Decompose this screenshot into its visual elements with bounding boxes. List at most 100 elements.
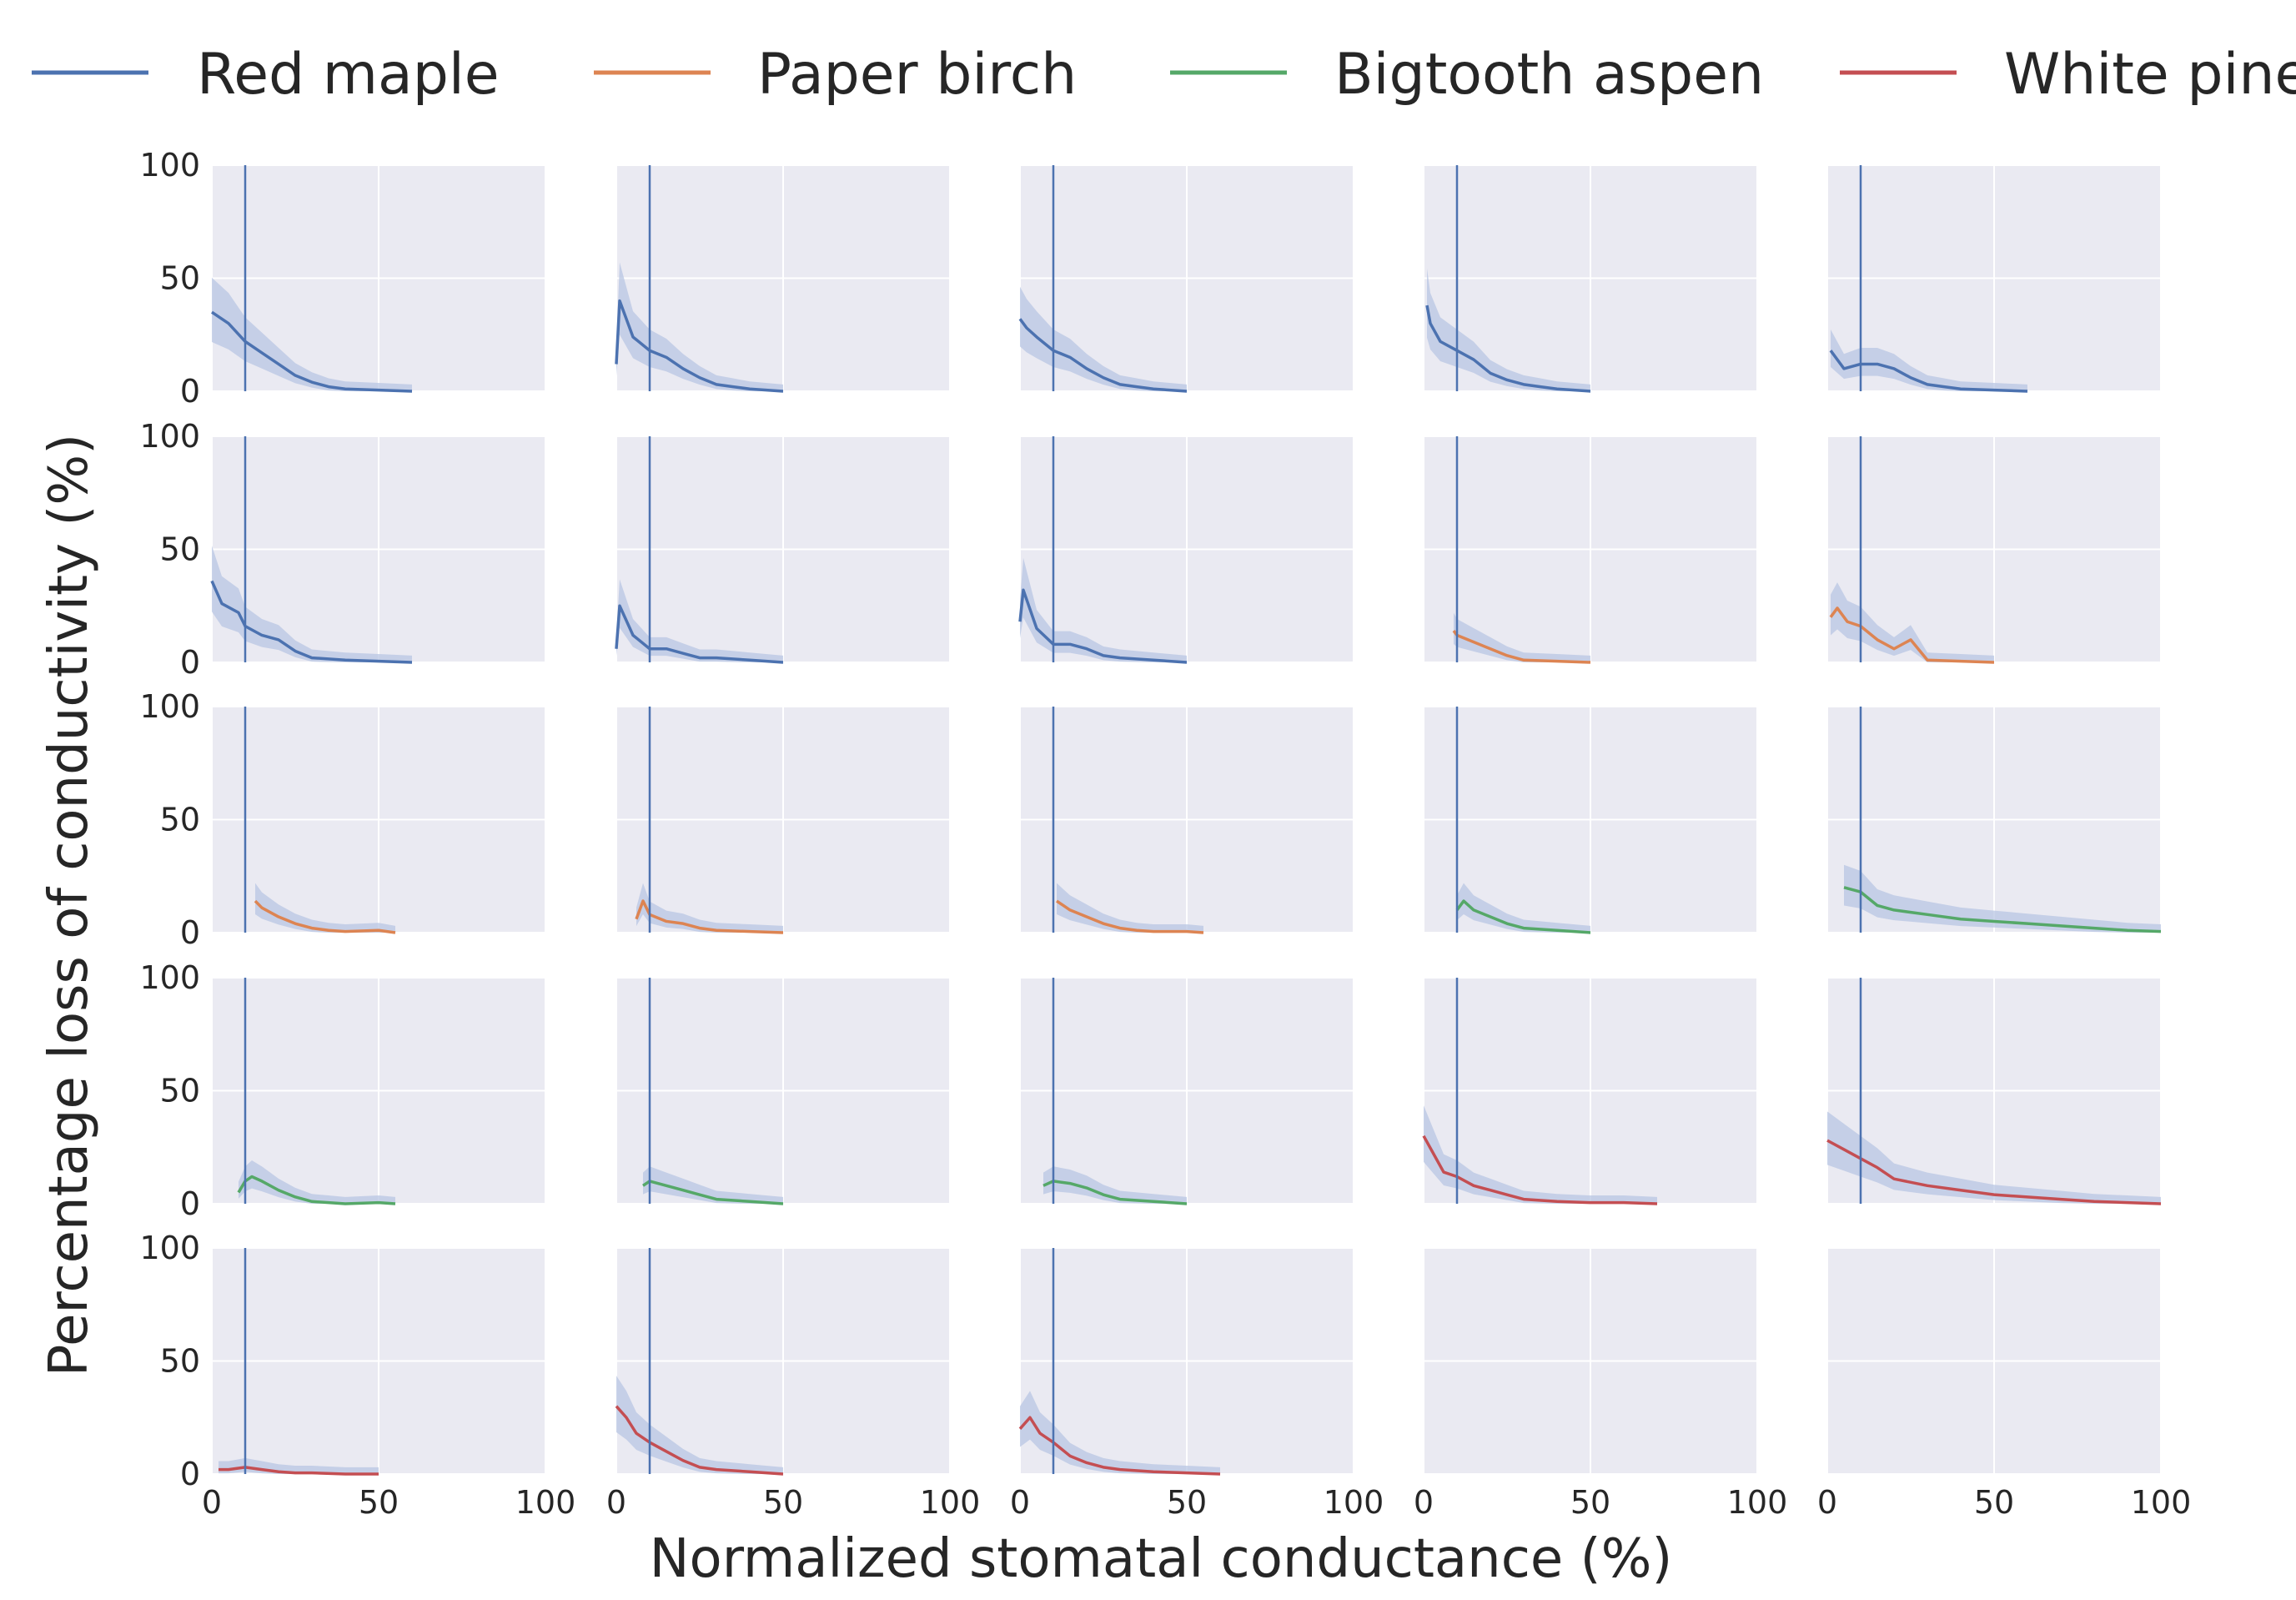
x-tick-label-0: 0 — [1817, 1484, 1837, 1521]
legend-label-3: White pine — [2004, 42, 2296, 108]
uncertainty-band — [1043, 1166, 1187, 1204]
uncertainty-band — [1457, 883, 1590, 933]
uncertainty-band — [643, 1166, 783, 1204]
panel-2-5 — [1826, 435, 2162, 664]
panel-3-2 — [615, 706, 951, 934]
panel-4-3 — [1019, 977, 1354, 1205]
series-line — [615, 604, 784, 664]
panel-4-1: 0 50 100 — [139, 959, 546, 1222]
series-line — [254, 899, 396, 934]
x-tick-label-0: 0 — [1010, 1484, 1030, 1521]
x-tick-label-2: 100 — [515, 1484, 576, 1521]
y-tick-label-1: 50 — [160, 1343, 200, 1380]
series-line — [1425, 304, 1591, 393]
series-line — [1829, 606, 1995, 664]
x-tick-label-2: 100 — [1324, 1484, 1384, 1521]
panel-1-1: 0 50 100 — [139, 147, 546, 410]
x-tick-label-1: 50 — [359, 1484, 399, 1521]
uncertainty-band — [616, 1376, 783, 1474]
x-tick-label-0: 0 — [1414, 1484, 1434, 1521]
y-tick-label-1: 50 — [160, 260, 200, 297]
series-line — [642, 1180, 784, 1205]
panel-2-1: 0 50 100 — [139, 418, 546, 681]
y-tick-label-1: 50 — [160, 531, 200, 568]
y-tick-label-1: 50 — [160, 1073, 200, 1109]
x-tick-label-1: 50 — [1570, 1484, 1610, 1521]
panel-5-1: 0 50 100 0 50 100 — [139, 1230, 575, 1521]
uncertainty-band — [1844, 864, 2161, 933]
y-tick-label-2: 100 — [139, 418, 200, 455]
series-line — [1042, 1180, 1188, 1205]
panel-3-5 — [1826, 706, 2162, 933]
uncertainty-band — [212, 546, 412, 662]
series-line — [1452, 630, 1591, 664]
series-line — [219, 1466, 379, 1476]
uncertainty-band — [616, 579, 783, 662]
panel-5-4: 0 50 100 — [1414, 1247, 1788, 1521]
panel-1-3 — [1018, 164, 1354, 393]
x-tick-label-2: 100 — [920, 1484, 981, 1521]
y-tick-label-0: 0 — [180, 1456, 200, 1492]
panel-3-3 — [1019, 706, 1354, 934]
series-line — [211, 310, 413, 393]
y-tick-label-2: 100 — [139, 959, 200, 996]
y-tick-label-2: 100 — [139, 1230, 200, 1266]
uncertainty-band — [636, 883, 783, 933]
y-tick-label-0: 0 — [180, 1185, 200, 1222]
legend: Red maple Paper birch Bigtooth aspen White … — [32, 42, 2296, 108]
x-tick-label-1: 50 — [763, 1484, 803, 1521]
uncertainty-band — [1427, 268, 1590, 391]
panel-2-3 — [1018, 435, 1354, 664]
x-tick-label-0: 0 — [606, 1484, 626, 1521]
uncertainty-band — [1020, 1391, 1220, 1474]
x-axis-title: Normalized stomatal conductance (%) — [650, 1528, 1673, 1590]
x-tick-label-2: 100 — [2131, 1484, 2192, 1521]
panel-3-1: 0 50 100 — [139, 688, 546, 951]
panel-1-2 — [615, 164, 951, 393]
y-tick-label-0: 0 — [180, 373, 200, 410]
uncertainty-band — [1424, 1105, 1657, 1204]
panel-3-4 — [1423, 706, 1758, 934]
series-line — [615, 299, 784, 393]
uncertainty-band — [239, 1160, 395, 1204]
y-tick-label-2: 100 — [139, 688, 200, 725]
panel-2-2 — [615, 435, 951, 664]
series-line — [1018, 318, 1188, 393]
uncertainty-band — [616, 262, 783, 391]
legend-label-1: Paper birch — [757, 42, 1077, 108]
x-tick-label-1: 50 — [1974, 1484, 2014, 1521]
series-line — [1455, 899, 1591, 934]
panel-grid: 0 50 100 0 50 100 0 50 100 0 50 100 0 50 100 0 50 100 0 50 1… — [139, 147, 2191, 1521]
uncertainty-band — [212, 277, 412, 391]
legend-label-2: Bigtooth aspen — [1334, 42, 1764, 108]
panel-5-5: 0 50 100 — [1817, 1247, 2192, 1521]
uncertainty-band — [1831, 582, 1994, 662]
y-tick-label-2: 100 — [139, 147, 200, 184]
series-line — [1843, 886, 2162, 933]
panel-5-2: 0 50 100 — [606, 1247, 981, 1521]
uncertainty-band — [1020, 286, 1187, 391]
y-tick-label-1: 50 — [160, 802, 200, 838]
legend-label-0: Red maple — [197, 42, 500, 108]
x-tick-label-1: 50 — [1167, 1484, 1207, 1521]
series-line — [1829, 350, 2028, 393]
uncertainty-band — [1831, 330, 2027, 391]
x-tick-label-0: 0 — [202, 1484, 222, 1521]
uncertainty-band — [1020, 557, 1187, 662]
y-axis-title: Percentage loss of conductivity (%) — [38, 434, 100, 1376]
y-tick-label-0: 0 — [180, 914, 200, 951]
series-line — [237, 1175, 396, 1205]
y-tick-label-0: 0 — [180, 644, 200, 681]
uncertainty-band — [1827, 1111, 2161, 1204]
series-line — [1056, 899, 1204, 934]
panel-4-5 — [1826, 977, 2162, 1205]
panel-1-5 — [1826, 164, 2162, 393]
series-line — [1018, 1416, 1221, 1476]
series-line — [1422, 1135, 1658, 1205]
uncertainty-band — [1454, 612, 1590, 662]
panel-4-2 — [615, 977, 951, 1205]
panel-1-4 — [1423, 164, 1758, 393]
x-tick-label-2: 100 — [1727, 1484, 1788, 1521]
panel-2-4 — [1423, 435, 1758, 664]
